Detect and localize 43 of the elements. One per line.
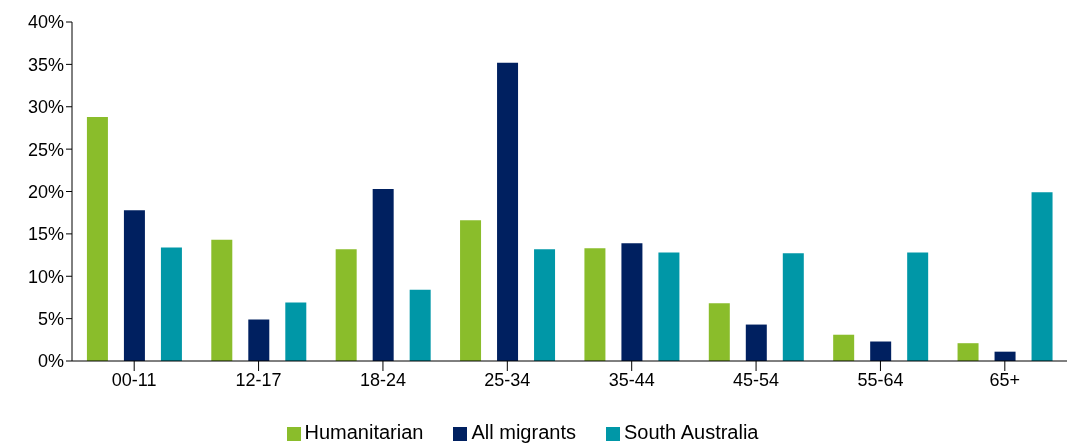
x-tick-label: 00-11 (111, 369, 157, 390)
x-tick-label: 18-24 (359, 369, 406, 390)
y-tick-label: 10% (27, 266, 64, 287)
y-tick-label: 20% (27, 181, 64, 202)
y-tick-label: 30% (27, 97, 64, 118)
bar (658, 252, 680, 361)
bar (907, 252, 929, 361)
x-tick-label: 12-17 (235, 369, 282, 390)
bar (782, 253, 804, 361)
legend-label: Humanitarian (304, 421, 424, 443)
y-tick-label: 5% (37, 309, 64, 330)
bar (285, 302, 307, 361)
y-tick-label: 0% (37, 351, 64, 372)
y-tick-label: 15% (27, 224, 64, 245)
y-tick-label: 25% (27, 139, 64, 160)
bar (584, 248, 606, 361)
bar (248, 319, 270, 361)
bar (211, 239, 233, 361)
x-tick-label: 65+ (989, 369, 1021, 390)
bar (409, 289, 431, 361)
x-tick-label: 55-64 (857, 369, 904, 390)
bar (460, 220, 482, 361)
bar (160, 247, 182, 361)
bar (621, 243, 643, 361)
y-tick-label: 35% (27, 54, 64, 75)
y-tick-label: 40% (27, 12, 64, 33)
bar (335, 249, 357, 361)
bar (372, 188, 394, 361)
bar (957, 343, 979, 361)
bar (123, 210, 145, 361)
bar (497, 62, 519, 361)
legend-label: South Australia (623, 421, 759, 443)
bar (833, 334, 855, 361)
legend-label: All migrants (471, 421, 576, 443)
bar (745, 324, 767, 361)
x-tick-label: 25-34 (484, 369, 531, 390)
bar (708, 303, 730, 361)
bar (86, 116, 108, 361)
bar (534, 249, 556, 361)
bar (1031, 192, 1053, 361)
x-tick-label: 45-54 (733, 369, 780, 390)
x-tick-label: 35-44 (608, 369, 655, 390)
bar (870, 341, 892, 361)
